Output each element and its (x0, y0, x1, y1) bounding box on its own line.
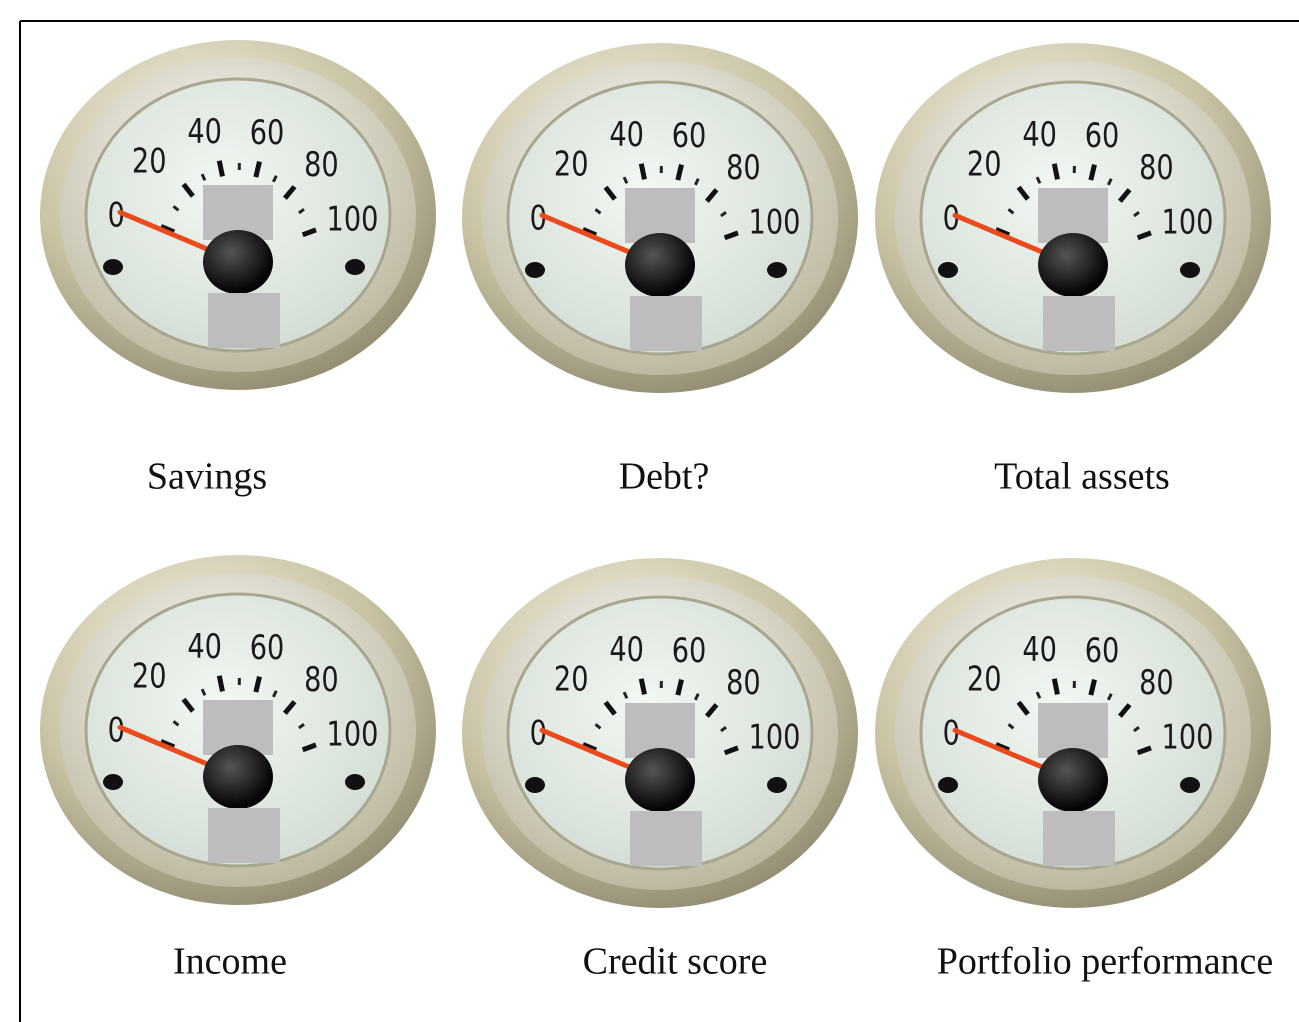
lamp (525, 262, 545, 278)
tick-mark (678, 165, 682, 180)
tick-mark (256, 162, 260, 177)
tick-mark (1091, 165, 1095, 180)
tick-label: 60 (672, 631, 707, 671)
gauge-label: Total assets (994, 456, 1170, 498)
lamp (767, 262, 787, 278)
redaction (630, 811, 702, 866)
lamp (1180, 777, 1200, 793)
lamp (1180, 262, 1200, 278)
tick-label: 20 (967, 660, 1002, 700)
tick-mark (641, 679, 644, 695)
tick-label: 40 (609, 630, 644, 670)
tick-mark (256, 677, 260, 692)
gauge-label: Income (173, 941, 287, 983)
tick-label: 20 (132, 657, 167, 697)
tick-label: 100 (1162, 718, 1214, 758)
tick-mark (1054, 679, 1057, 695)
tick-label: 60 (672, 116, 707, 156)
lamp (938, 262, 958, 278)
tick-mark (1091, 680, 1095, 695)
lamp (345, 259, 365, 275)
tick-label: 60 (1085, 116, 1120, 156)
tick-label: 100 (1162, 203, 1214, 243)
gauge-label: Debt? (619, 456, 710, 498)
tick-label: 60 (250, 113, 285, 153)
gauge: 020406080100 (462, 558, 858, 908)
tick-label: 100 (749, 718, 801, 758)
needle-hub (203, 230, 273, 294)
lamp (103, 774, 123, 790)
tick-label: 20 (132, 142, 167, 182)
gauge: 020406080100 (875, 558, 1271, 908)
tick-mark (641, 164, 644, 180)
redaction (1043, 296, 1115, 351)
needle-hub (625, 233, 695, 297)
tick-label: 100 (749, 203, 801, 243)
tick-mark (219, 676, 222, 692)
tick-label: 80 (726, 148, 761, 188)
gauge-label: Savings (147, 456, 267, 498)
redaction (630, 296, 702, 351)
needle-hub (1038, 748, 1108, 812)
tick-label: 40 (187, 627, 222, 667)
redaction (1043, 811, 1115, 866)
tick-label: 60 (250, 628, 285, 668)
tick-mark (1054, 164, 1057, 180)
tick-label: 80 (1139, 148, 1174, 188)
lamp (525, 777, 545, 793)
needle-hub (1038, 233, 1108, 297)
needle-hub (625, 748, 695, 812)
tick-label: 100 (327, 200, 379, 240)
tick-label: 40 (187, 112, 222, 152)
needle-hub (203, 745, 273, 809)
tick-mark (219, 161, 222, 177)
lamp (767, 777, 787, 793)
tick-label: 40 (609, 115, 644, 155)
gauge: 020406080100 (40, 555, 436, 905)
lamp (345, 774, 365, 790)
tick-label: 60 (1085, 631, 1120, 671)
tick-mark (678, 680, 682, 695)
page: 020406080100Savings020406080100Debt?0204… (0, 0, 1299, 1022)
tick-label: 40 (1022, 115, 1057, 155)
lamp (103, 259, 123, 275)
tick-label: 80 (304, 660, 339, 700)
tick-label: 20 (554, 660, 589, 700)
redaction (208, 293, 280, 348)
tick-label: 20 (554, 145, 589, 185)
tick-label: 100 (327, 715, 379, 755)
tick-label: 80 (1139, 663, 1174, 703)
lamp (938, 777, 958, 793)
redaction (208, 808, 280, 863)
tick-label: 40 (1022, 630, 1057, 670)
tick-label: 80 (304, 145, 339, 185)
tick-label: 80 (726, 663, 761, 703)
gauge-board: 020406080100Savings020406080100Debt?0204… (0, 0, 1299, 1022)
gauge-label: Portfolio performance (937, 941, 1274, 983)
tick-label: 20 (967, 145, 1002, 185)
gauge-label: Credit score (583, 941, 768, 983)
